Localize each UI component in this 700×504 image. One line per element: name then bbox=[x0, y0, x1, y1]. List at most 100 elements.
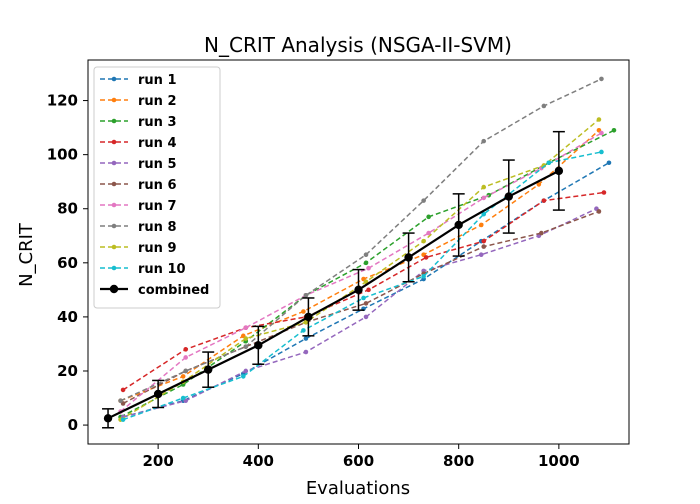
data-point bbox=[421, 274, 426, 279]
data-point bbox=[303, 349, 309, 355]
data-point bbox=[481, 244, 487, 249]
data-point bbox=[481, 195, 487, 201]
legend-label: run 2 bbox=[138, 94, 177, 109]
data-point bbox=[180, 374, 186, 379]
data-point bbox=[180, 395, 186, 401]
data-point bbox=[599, 149, 604, 155]
data-point bbox=[153, 389, 163, 399]
data-point bbox=[426, 230, 431, 236]
y-tick-label: 80 bbox=[57, 200, 78, 218]
data-point bbox=[421, 238, 426, 244]
y-tick-label: 60 bbox=[57, 254, 78, 272]
data-point bbox=[478, 222, 484, 228]
legend-swatch-marker bbox=[111, 265, 117, 271]
data-point bbox=[426, 214, 431, 220]
legend-swatch-marker bbox=[111, 223, 117, 229]
data-point bbox=[361, 295, 366, 301]
x-tick-label: 400 bbox=[243, 452, 274, 470]
data-point bbox=[254, 341, 263, 350]
data-point bbox=[404, 253, 413, 262]
data-point bbox=[606, 160, 612, 166]
data-point bbox=[599, 130, 604, 136]
data-point bbox=[481, 211, 487, 217]
x-axis-label: Evaluations bbox=[306, 478, 410, 499]
y-tick-label: 120 bbox=[47, 92, 78, 110]
data-point bbox=[183, 347, 188, 352]
legend-label: run 7 bbox=[138, 199, 177, 214]
legend-swatch-marker bbox=[111, 160, 117, 166]
data-point bbox=[539, 230, 544, 236]
series-line bbox=[122, 210, 600, 405]
data-point bbox=[183, 368, 188, 374]
legend-label: run 4 bbox=[138, 136, 177, 151]
data-point bbox=[478, 252, 484, 258]
data-point bbox=[243, 368, 249, 374]
data-point bbox=[554, 166, 564, 176]
data-point bbox=[363, 301, 369, 306]
y-tick-label: 0 bbox=[68, 416, 78, 434]
legend-swatch-marker bbox=[111, 139, 117, 145]
data-point bbox=[366, 287, 371, 293]
data-point bbox=[303, 292, 309, 298]
legend-label: run 3 bbox=[138, 115, 177, 130]
data-point bbox=[303, 336, 309, 341]
data-point bbox=[120, 387, 126, 393]
data-point bbox=[423, 255, 429, 260]
data-point bbox=[304, 312, 313, 322]
legend-swatch-marker bbox=[111, 244, 117, 250]
data-point bbox=[204, 365, 213, 374]
data-point bbox=[301, 328, 306, 333]
series-run-8 bbox=[118, 76, 604, 404]
legend-swatch-marker bbox=[109, 284, 119, 294]
series-line bbox=[107, 169, 560, 420]
data-point bbox=[183, 355, 188, 360]
data-point bbox=[541, 103, 547, 109]
legend-swatch-marker bbox=[111, 76, 117, 82]
data-point bbox=[118, 398, 123, 404]
data-point bbox=[363, 314, 369, 320]
plot-area: 200 400 600 800 1000 0 20 40 60 80 100 120 bbox=[47, 59, 630, 470]
legend-swatch-marker bbox=[111, 118, 117, 124]
x-tick-label: 600 bbox=[343, 452, 374, 470]
data-point bbox=[243, 325, 249, 331]
data-point bbox=[596, 117, 602, 122]
data-point bbox=[601, 190, 607, 195]
data-point bbox=[243, 336, 249, 341]
y-tick-label: 20 bbox=[57, 362, 78, 380]
data-point bbox=[481, 138, 487, 144]
legend-label: run 10 bbox=[138, 262, 186, 277]
data-point bbox=[363, 260, 369, 266]
y-tick-label: 40 bbox=[57, 308, 78, 326]
legend-swatch-marker bbox=[111, 97, 117, 103]
legend-label: run 6 bbox=[138, 178, 177, 193]
series-run-10 bbox=[120, 149, 604, 422]
data-point bbox=[541, 198, 547, 203]
chart-title: N_CRIT Analysis (NSGA-II-SVM) bbox=[204, 33, 512, 57]
data-point bbox=[120, 417, 126, 422]
y-tick-label: 100 bbox=[47, 146, 78, 164]
data-point bbox=[301, 309, 306, 314]
data-point bbox=[366, 265, 371, 271]
legend: run 1 run 2 run 3 run 4 run 5 run 6 run 7 run 8… bbox=[93, 66, 221, 309]
data-point bbox=[421, 198, 426, 203]
data-point bbox=[596, 209, 602, 214]
legend-label: combined bbox=[138, 283, 209, 298]
data-point bbox=[354, 285, 363, 295]
x-tick-label: 1000 bbox=[538, 452, 580, 470]
data-point bbox=[504, 192, 513, 201]
y-axis-label: N_CRIT bbox=[16, 222, 37, 287]
series-run-9 bbox=[118, 117, 602, 422]
data-point bbox=[481, 184, 487, 190]
data-point bbox=[481, 238, 487, 244]
x-tick-label: 200 bbox=[142, 452, 173, 470]
data-point bbox=[599, 76, 604, 82]
legend-label: run 8 bbox=[138, 220, 177, 235]
data-point bbox=[611, 128, 617, 133]
legend-label: run 5 bbox=[138, 157, 177, 172]
data-point bbox=[536, 182, 542, 187]
legend-label: run 9 bbox=[138, 241, 177, 256]
data-point bbox=[303, 320, 309, 325]
data-point bbox=[363, 252, 369, 258]
